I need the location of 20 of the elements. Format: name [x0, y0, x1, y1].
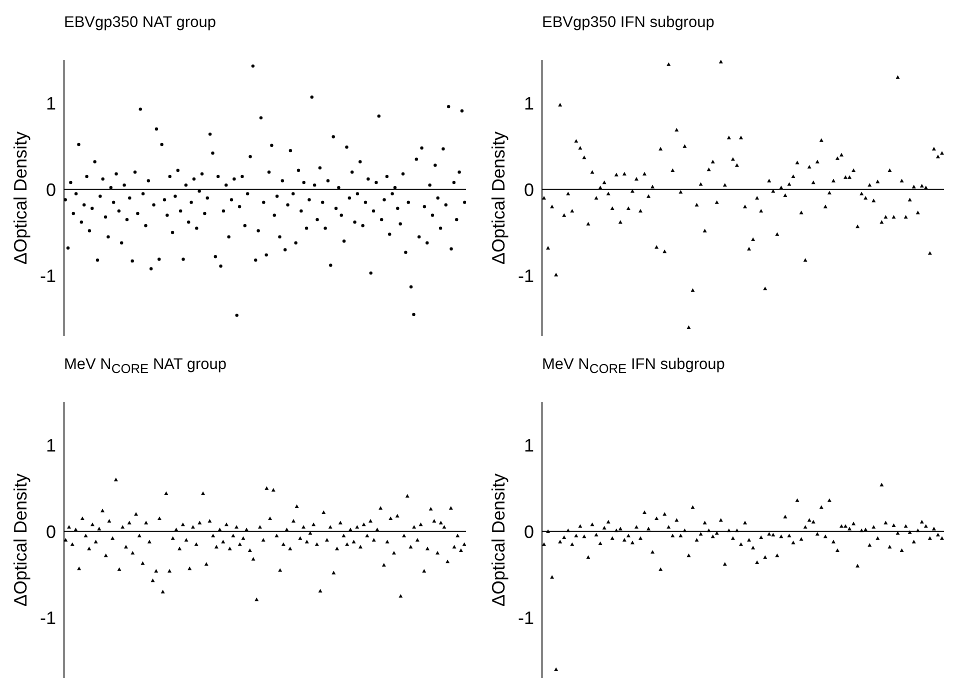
y-tick-label: 1 — [524, 436, 534, 456]
y-axis-title: ΔOptical Density — [10, 131, 30, 265]
y-axis-title: ΔOptical Density — [488, 131, 508, 265]
y-tick-label: -1 — [40, 608, 56, 628]
y-tick-label: 0 — [46, 180, 56, 200]
y-tick-label: -1 — [518, 608, 534, 628]
chart-title: EBVgp350 IFN subgroup — [542, 14, 714, 32]
y-tick-label: 1 — [46, 436, 56, 456]
y-tick-label: 1 — [524, 94, 534, 114]
y-tick-label: 0 — [524, 522, 534, 542]
chart-title: EBVgp350 NAT group — [64, 14, 216, 32]
y-axis-title: ΔOptical Density — [10, 473, 30, 607]
y-tick-label: -1 — [40, 266, 56, 286]
chart-title: MeV N$_{CORE}$ NAT group — [64, 356, 226, 376]
chart-title: MeV N$_{CORE}$ IFN subgroup — [542, 356, 725, 376]
y-tick-label: 0 — [524, 180, 534, 200]
y-tick-label: -1 — [518, 266, 534, 286]
y-tick-label: 0 — [46, 522, 56, 542]
y-tick-label: 1 — [46, 94, 56, 114]
y-axis-title: ΔOptical Density — [488, 473, 508, 607]
